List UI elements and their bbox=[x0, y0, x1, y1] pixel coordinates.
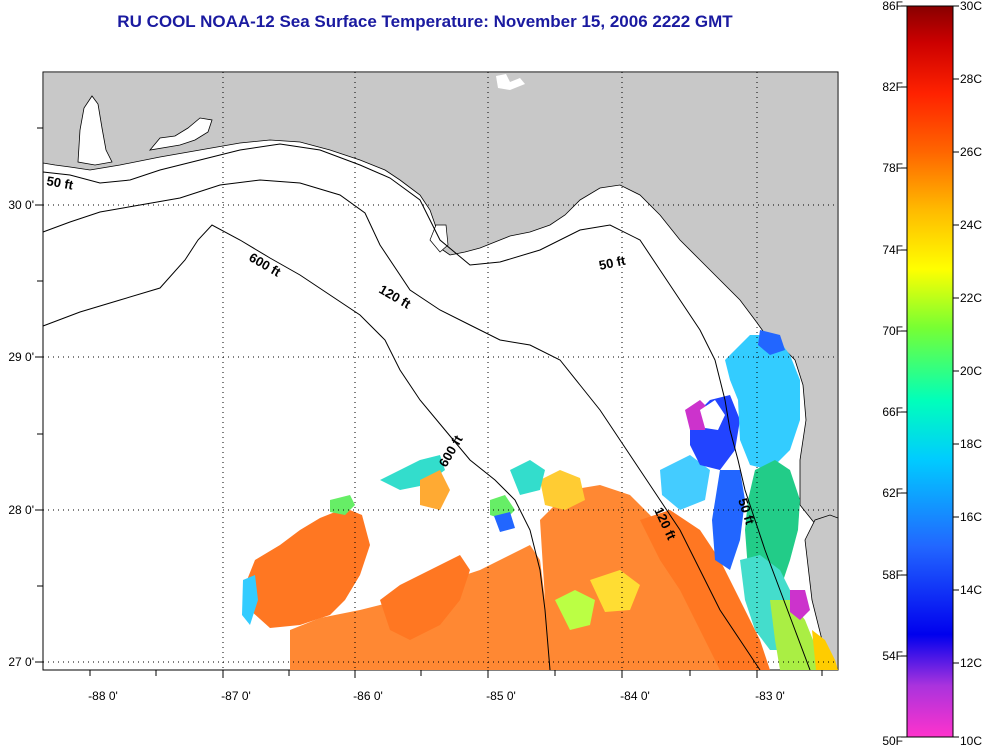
bathymetry-contours bbox=[42, 143, 811, 671]
scale-label-f: 82F bbox=[882, 80, 903, 94]
contour-120ft bbox=[42, 179, 761, 671]
lon-label: -88 0' bbox=[88, 689, 118, 703]
lon-label: -87 0' bbox=[221, 689, 251, 703]
scale-label-c: 16C bbox=[960, 510, 982, 524]
scale-label-f: 58F bbox=[882, 568, 903, 582]
scale-label-c: 18C bbox=[960, 437, 982, 451]
lat-label: 28 0' bbox=[8, 503, 34, 517]
scale-label-c: 28C bbox=[960, 72, 982, 86]
map-title: RU COOL NOAA-12 Sea Surface Temperature:… bbox=[117, 12, 733, 31]
scale-label-c: 12C bbox=[960, 656, 982, 670]
scale-label-f: 50F bbox=[882, 734, 903, 748]
scale-label-c: 24C bbox=[960, 218, 982, 232]
scale-label-f: 86F bbox=[882, 0, 903, 13]
bay-pensacola bbox=[149, 117, 213, 151]
contour-label: 50 ft bbox=[598, 253, 628, 273]
scale-label-c: 22C bbox=[960, 291, 982, 305]
axis-ticks bbox=[35, 127, 823, 678]
land-mass bbox=[43, 72, 838, 531]
scale-label-c: 26C bbox=[960, 145, 982, 159]
celsius-labels: 30C 28C 26C 24C 22C 20C 18C 16C 14C 12C … bbox=[960, 0, 982, 748]
lon-label: -86 0' bbox=[353, 689, 383, 703]
scale-label-f: 54F bbox=[882, 649, 903, 663]
land-mass-south bbox=[804, 514, 838, 670]
fahrenheit-labels: 86F 82F 78F 74F 70F 66F 62F 58F 54F 50F bbox=[882, 0, 903, 748]
colorbar-ticks bbox=[901, 5, 959, 738]
contour-label: 50 ft bbox=[45, 173, 75, 193]
scale-label-f: 74F bbox=[882, 243, 903, 257]
island-north bbox=[496, 74, 525, 90]
bay-mobile bbox=[77, 95, 113, 166]
lon-label: -84 0' bbox=[620, 689, 650, 703]
scale-label-f: 66F bbox=[882, 405, 903, 419]
scale-label-f: 62F bbox=[882, 486, 903, 500]
lon-label: -85 0' bbox=[486, 689, 516, 703]
lat-label: 27 0' bbox=[8, 655, 34, 669]
scale-label-c: 14C bbox=[960, 583, 982, 597]
scale-label-f: 70F bbox=[882, 324, 903, 338]
longitude-labels: -88 0' -87 0' -86 0' -85 0' -84 0' -83 0… bbox=[88, 689, 785, 703]
color-scale-bar bbox=[906, 5, 954, 738]
scale-label-c: 10C bbox=[960, 734, 982, 748]
scale-label-c: 30C bbox=[960, 0, 982, 13]
scale-label-c: 20C bbox=[960, 364, 982, 378]
lat-label: 30 0' bbox=[8, 198, 34, 212]
latitude-labels: 30 0' 29 0' 28 0' 27 0' bbox=[8, 198, 34, 669]
lon-label: -83 0' bbox=[755, 689, 785, 703]
scale-label-f: 78F bbox=[882, 161, 903, 175]
sst-data-layer bbox=[242, 330, 838, 670]
contour-600ft bbox=[42, 224, 551, 671]
contour-50ft bbox=[42, 143, 811, 671]
lat-label: 29 0' bbox=[8, 350, 34, 364]
